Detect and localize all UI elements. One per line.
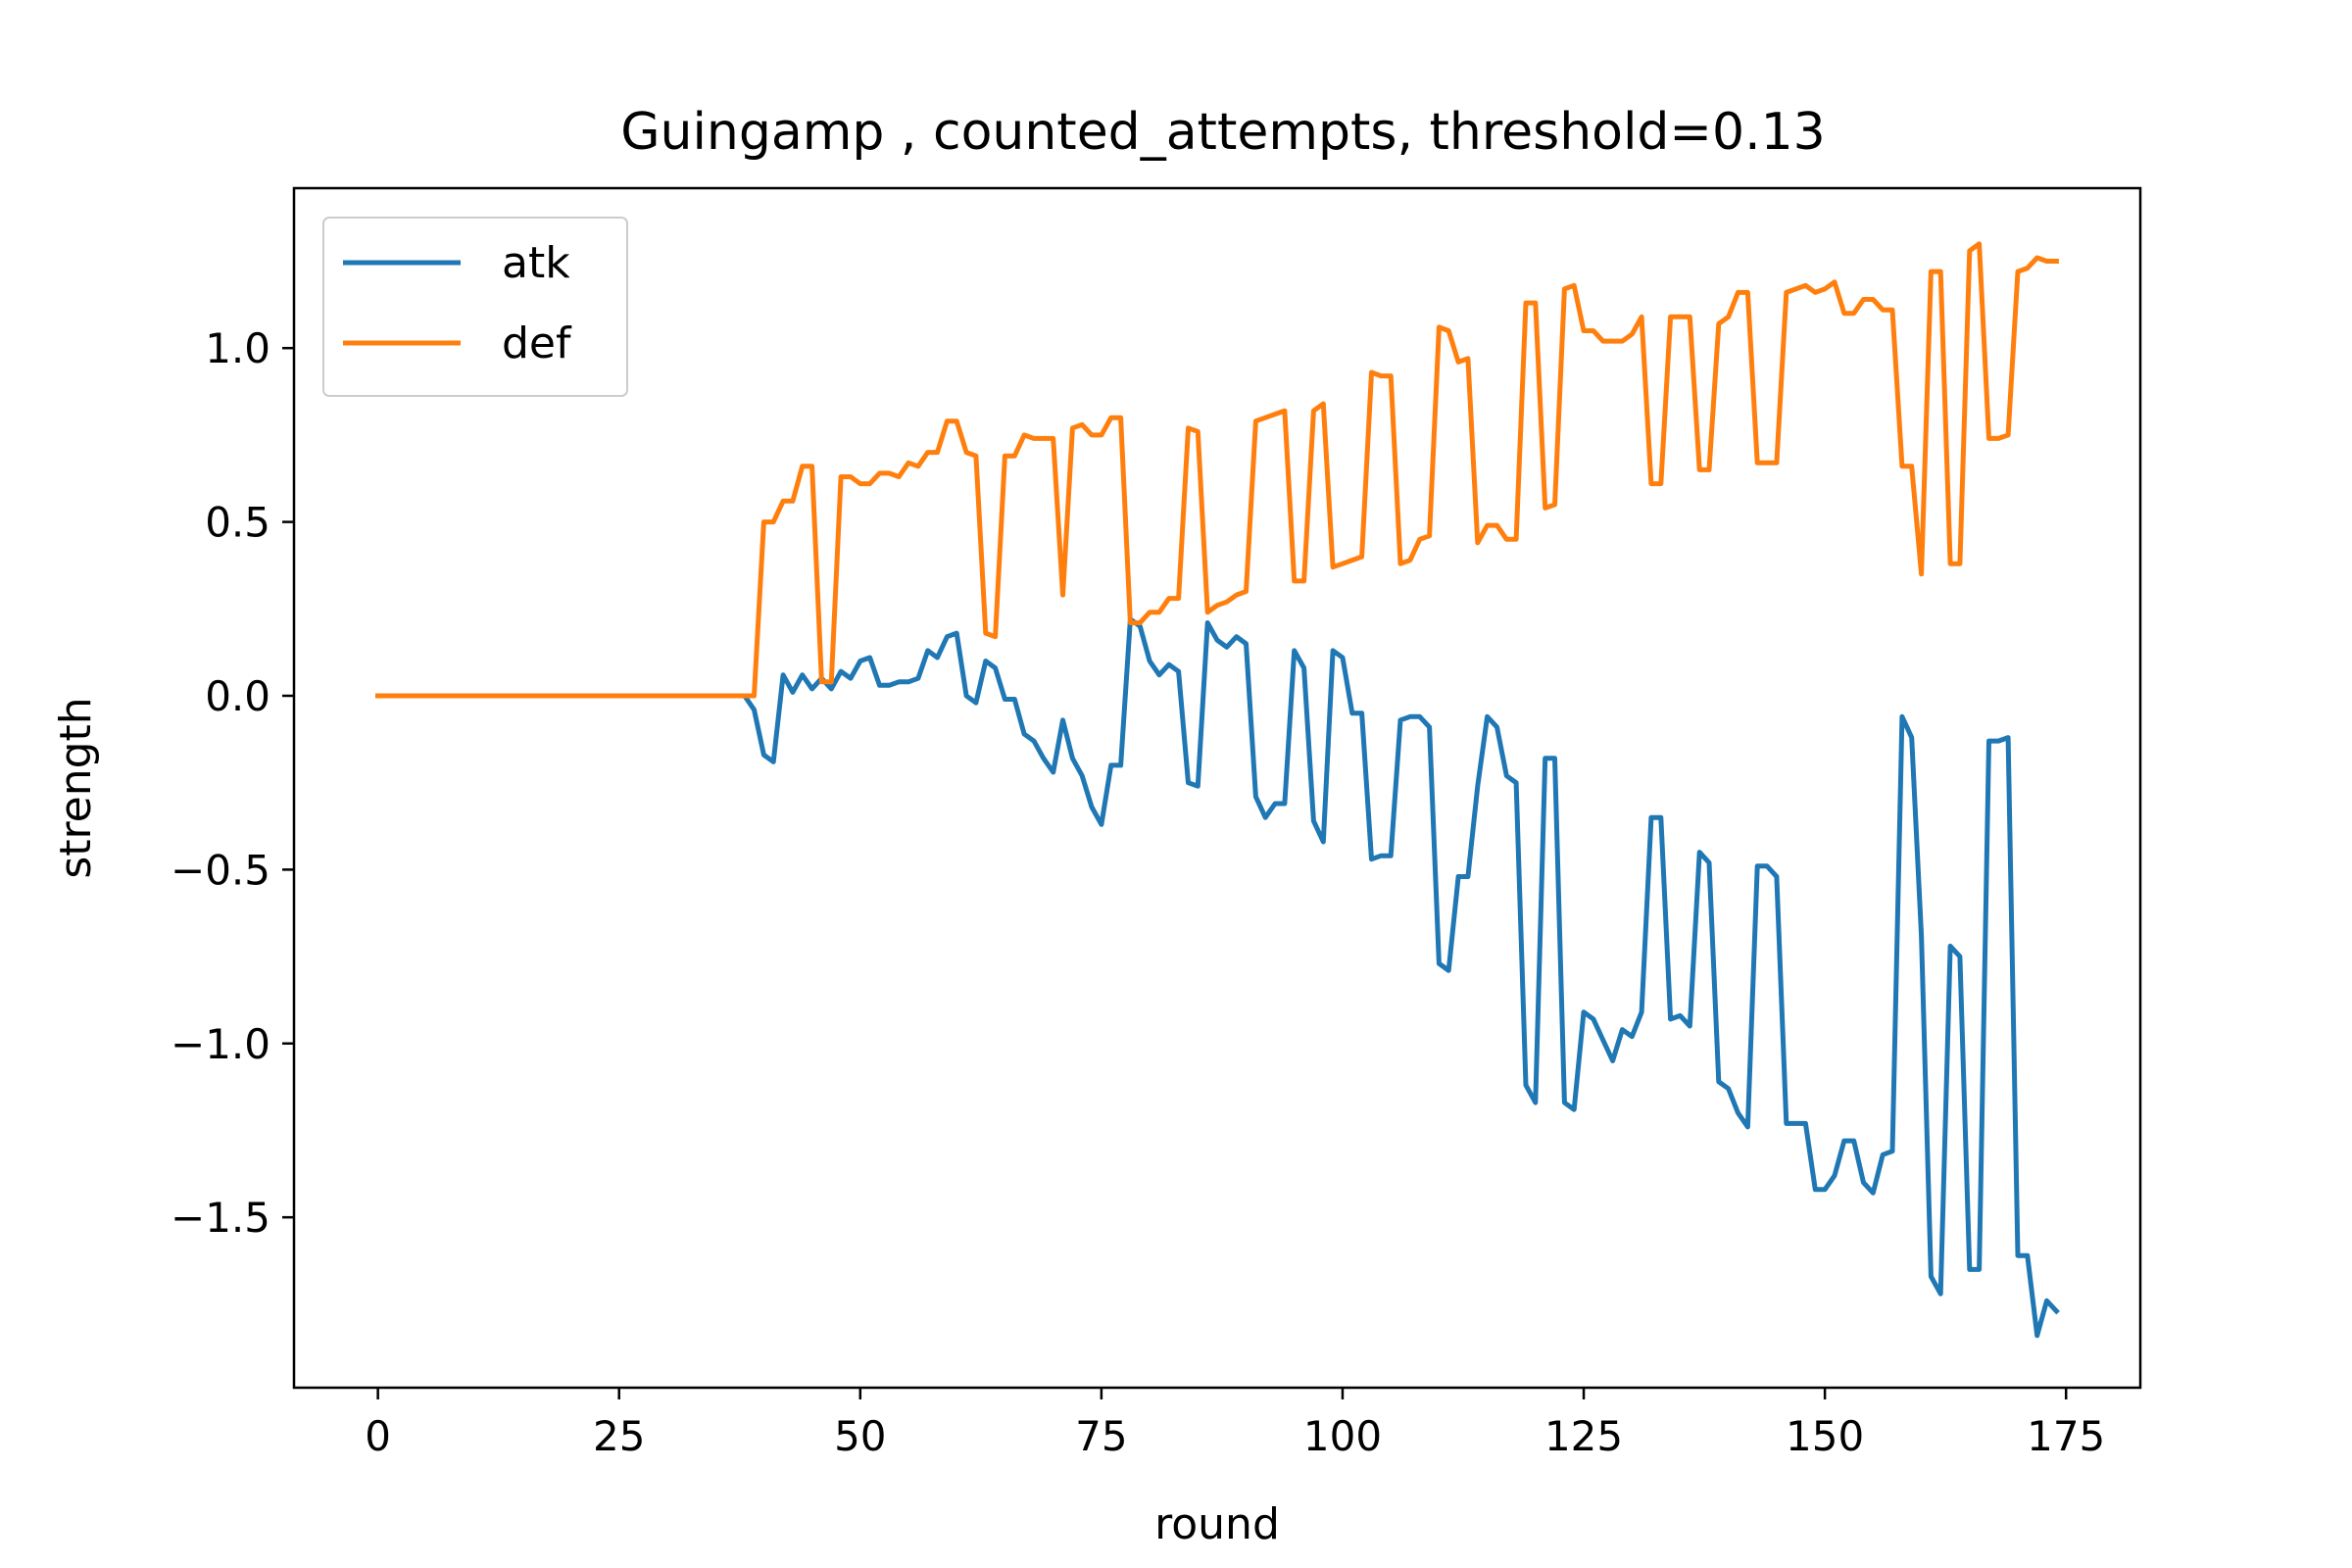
y-tick-label: −0.5 xyxy=(171,846,270,894)
legend: atk def xyxy=(322,217,628,397)
y-tick-label: 0.0 xyxy=(205,672,270,720)
series-line-atk xyxy=(375,616,2060,1339)
y-tick-label: −1.5 xyxy=(171,1194,270,1242)
y-axis-ticks: 1.0 0.5 0.0 −0.5 −1.0 −1.5 xyxy=(171,324,294,1242)
x-tick-label: 50 xyxy=(834,1412,886,1460)
plot-frame xyxy=(292,186,2142,1390)
x-tick-label: 100 xyxy=(1303,1412,1382,1460)
x-tick-label: 25 xyxy=(593,1412,645,1460)
x-axis-label: round xyxy=(1154,1499,1280,1549)
y-tick-label: 0.5 xyxy=(205,499,270,547)
legend-label-def: def xyxy=(502,318,572,368)
x-axis-ticks: 0 25 50 75 100 125 150 175 xyxy=(365,1388,2105,1460)
series-layer xyxy=(375,241,2060,1339)
chart-title: Guingamp , counted_attempts, threshold=0… xyxy=(620,103,1826,162)
y-tick-label: 1.0 xyxy=(205,324,270,372)
legend-box xyxy=(322,217,628,397)
series-line-def xyxy=(375,241,2059,699)
legend-label-atk: atk xyxy=(502,238,570,288)
x-tick-label: 150 xyxy=(1786,1412,1864,1460)
x-tick-label: 75 xyxy=(1075,1412,1127,1460)
x-tick-label: 0 xyxy=(365,1412,391,1460)
y-tick-label: −1.0 xyxy=(171,1020,270,1068)
y-axis-label: strength xyxy=(51,697,101,878)
x-tick-label: 125 xyxy=(1544,1412,1623,1460)
x-tick-label: 175 xyxy=(2027,1412,2105,1460)
